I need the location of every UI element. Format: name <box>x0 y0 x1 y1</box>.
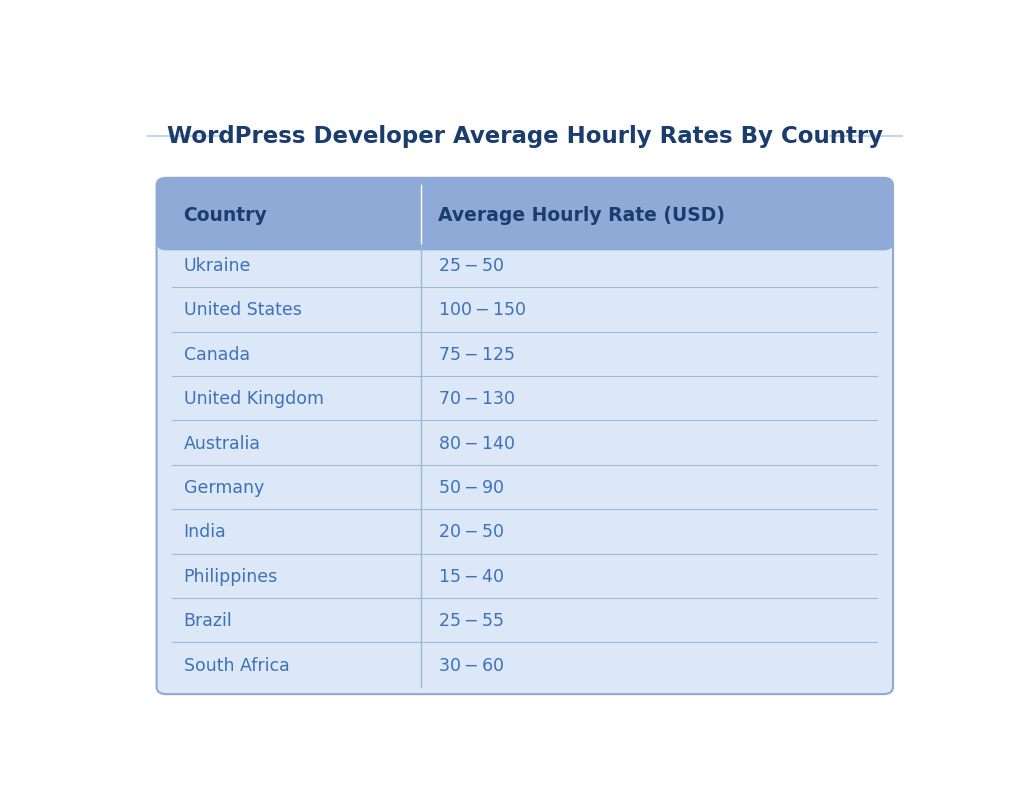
Text: $70 - $130: $70 - $130 <box>438 389 516 408</box>
Text: United Kingdom: United Kingdom <box>183 389 324 408</box>
FancyBboxPatch shape <box>157 178 893 695</box>
Text: Country: Country <box>183 206 267 224</box>
Text: $25 - $50: $25 - $50 <box>438 257 505 275</box>
Text: $30 - $60: $30 - $60 <box>438 656 505 674</box>
Text: $15 - $40: $15 - $40 <box>438 567 505 585</box>
Text: Australia: Australia <box>183 434 260 452</box>
Text: Germany: Germany <box>183 479 264 496</box>
Text: Ukraine: Ukraine <box>183 257 251 275</box>
Text: South Africa: South Africa <box>183 656 290 674</box>
Text: WordPress Developer Average Hourly Rates By Country: WordPress Developer Average Hourly Rates… <box>167 125 883 148</box>
Text: Canada: Canada <box>183 345 250 364</box>
Text: $100 - $150: $100 - $150 <box>438 301 526 319</box>
Text: United States: United States <box>183 301 301 319</box>
Text: Average Hourly Rate (USD): Average Hourly Rate (USD) <box>438 206 725 224</box>
Text: Brazil: Brazil <box>183 611 232 630</box>
Text: $25 - $55: $25 - $55 <box>438 611 504 630</box>
Bar <box>166 218 884 243</box>
Text: Philippines: Philippines <box>183 567 278 585</box>
Text: India: India <box>183 523 226 540</box>
FancyBboxPatch shape <box>157 178 893 251</box>
Text: $50 - $90: $50 - $90 <box>438 479 505 496</box>
Text: $20 - $50: $20 - $50 <box>438 523 505 540</box>
Text: $80 - $140: $80 - $140 <box>438 434 516 452</box>
Text: $75 - $125: $75 - $125 <box>438 345 515 364</box>
